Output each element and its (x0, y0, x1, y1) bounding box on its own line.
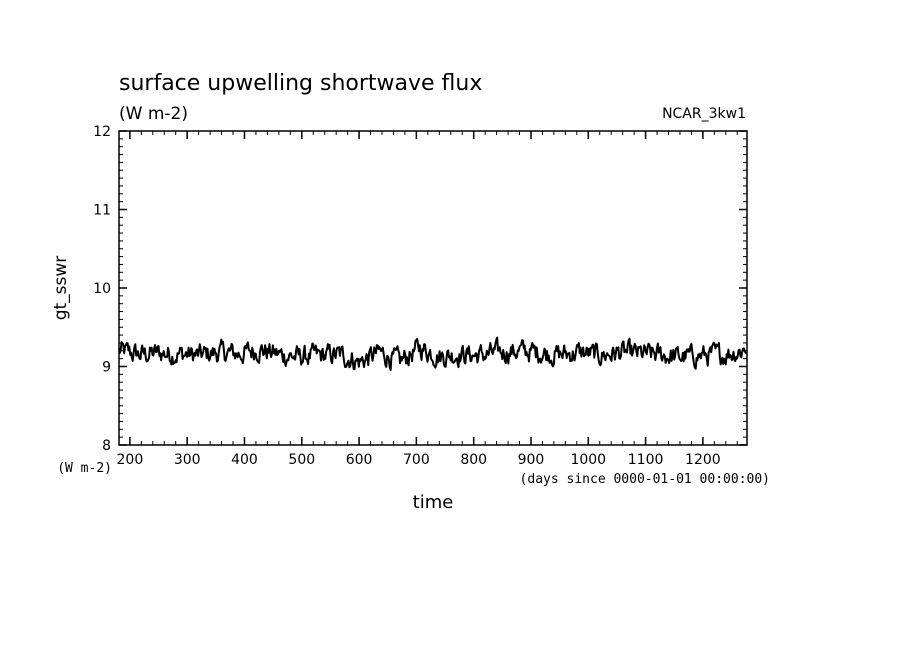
source-label: NCAR_3kw1 (662, 106, 746, 122)
x-tick-label: 200 (117, 452, 144, 468)
series-line (118, 336, 747, 371)
y-axis-units: (W m-2) (57, 461, 112, 476)
x-tick-label: 600 (346, 452, 373, 468)
plot-frame (118, 130, 748, 446)
x-axis-units: (days since 0000-01-01 00:00:00) (520, 472, 770, 487)
x-tick-label: 300 (174, 452, 201, 468)
x-tick-label: 700 (403, 452, 430, 468)
x-tick-label: 900 (518, 452, 545, 468)
y-tick-label: 11 (93, 203, 111, 219)
x-axis: 200 300 400 500 600 700 800 900 1000 1100 1200 (117, 131, 738, 468)
y-tick-label: 9 (102, 360, 111, 376)
chart-title: surface upwelling shortwave flux (119, 71, 482, 96)
chart-subtitle: (W m-2) (119, 104, 188, 124)
x-tick-label: 1200 (685, 452, 721, 468)
x-tick-label: 500 (288, 452, 315, 468)
y-tick-label: 8 (102, 438, 111, 454)
y-tick-label: 12 (93, 124, 111, 140)
x-tick-label: 1000 (570, 452, 606, 468)
x-axis-label: time (413, 492, 454, 513)
y-axis: 8 9 10 11 12 (93, 124, 747, 454)
x-tick-label: 1100 (628, 452, 664, 468)
x-tick-label: 800 (460, 452, 487, 468)
y-tick-label: 10 (93, 281, 111, 297)
x-tick-label: 400 (231, 452, 258, 468)
y-axis-label: gt_sswr (51, 256, 71, 321)
